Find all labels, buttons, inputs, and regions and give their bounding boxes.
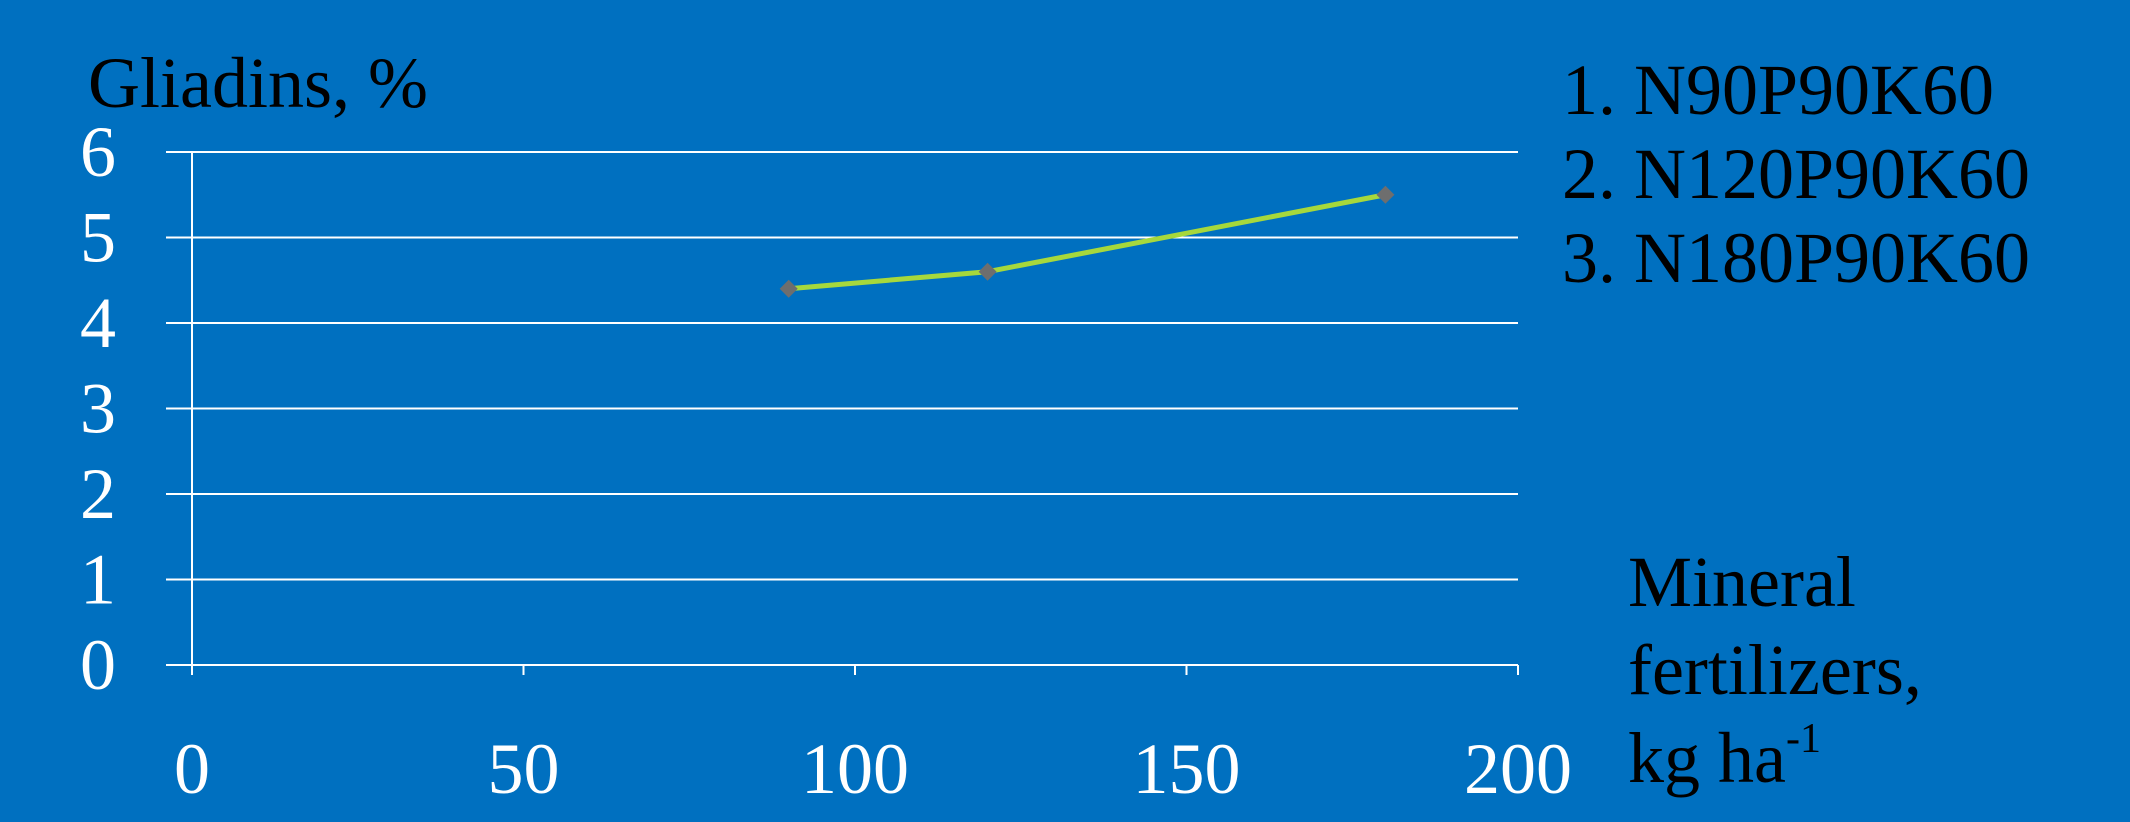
legend-item: 1. N90P90K60 — [1562, 50, 1995, 130]
y-tick-label: 5 — [80, 198, 116, 278]
series-line — [788, 192, 1386, 292]
data-point — [779, 279, 798, 298]
y-tick-label: 0 — [80, 625, 116, 705]
data-point — [1376, 185, 1395, 204]
grid-lines — [192, 151, 1518, 581]
x-axis-unit-exponent: -1 — [1785, 716, 1821, 762]
x-axis-title-line2: fertilizers, — [1628, 630, 1922, 710]
y-axis-title: Gliadins, % — [88, 43, 428, 123]
x-tick-label: 0 — [174, 729, 210, 809]
data-series — [779, 185, 1395, 298]
x-axis-title-line3: kg ha-1 — [1628, 714, 1922, 802]
data-point — [978, 262, 997, 281]
x-axis-title-line1: Mineral — [1628, 542, 1856, 622]
y-tick-label: 6 — [80, 112, 116, 192]
x-axis-unit: kg ha — [1628, 718, 1786, 798]
x-tick-label: 150 — [1133, 729, 1241, 809]
y-tick-label: 3 — [80, 369, 116, 449]
x-tick-label: 50 — [488, 729, 560, 809]
y-tick-label: 2 — [80, 454, 116, 534]
x-axis-title: Mineral fertilizers, kg ha-1 — [1628, 538, 1922, 802]
x-tick-label: 200 — [1464, 729, 1572, 809]
legend: 1. N90P90K60 2. N120P90K60 3. N180P90K60 — [1562, 48, 2030, 300]
y-tick-label: 4 — [80, 283, 116, 363]
legend-item: 3. N180P90K60 — [1562, 218, 2031, 298]
y-tick-label: 1 — [80, 540, 116, 620]
legend-item: 2. N120P90K60 — [1562, 134, 2031, 214]
x-tick-label: 100 — [801, 729, 909, 809]
axes — [166, 151, 1519, 675]
